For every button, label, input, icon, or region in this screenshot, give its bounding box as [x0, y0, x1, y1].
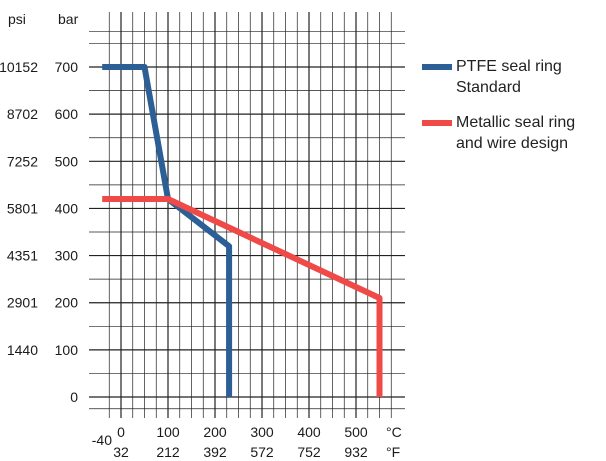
- x-tick-label-celsius: 500: [344, 424, 368, 440]
- x-tick-label-fahrenheit: 572: [250, 444, 274, 460]
- y-tick-label-bar: 700: [55, 59, 79, 75]
- y-tick-label-psi: 7252: [7, 153, 38, 169]
- y-tick-label-bar: 500: [55, 153, 79, 169]
- x-fahrenheit-unit-label: °F: [386, 444, 400, 460]
- legend-item-ptfe: PTFE seal ring Standard: [422, 56, 606, 98]
- series-lines: [102, 64, 383, 397]
- legend-label-metallic: Metallic seal ring and wire design: [456, 114, 576, 152]
- x-tick-label-fahrenheit: 932: [344, 444, 368, 460]
- x-tick-label-fahrenheit: 32: [113, 444, 129, 460]
- x-tick-label-fahrenheit: 752: [297, 444, 321, 460]
- y-tick-label-bar: 400: [55, 200, 79, 216]
- x-tick-label-celsius: 200: [203, 424, 227, 440]
- series-line-metallic: [102, 196, 383, 397]
- axis-labels: psi bar °C °F 0 100 1440 200 2901 300 4351 400 5…: [0, 11, 402, 460]
- x-tick-label-celsius: 400: [297, 424, 321, 440]
- y-tick-label-psi: 10152: [0, 59, 38, 75]
- y-tick-label-psi: 8702: [7, 106, 38, 122]
- legend-item-metallic: Metallic seal ring and wire design: [422, 112, 606, 154]
- x-tick-label-celsius: 300: [250, 424, 274, 440]
- legend-swatch-ptfe: [422, 64, 452, 70]
- y-left-unit-label: psi: [8, 11, 26, 27]
- y-tick-label-bar: 300: [55, 248, 79, 264]
- x-tick-label-celsius: 0: [117, 424, 125, 440]
- legend: PTFE seal ring Standard Metallic seal ri…: [422, 56, 606, 168]
- x-tick-label-fahrenheit: 392: [203, 444, 227, 460]
- y-tick-label-psi: 1440: [7, 342, 38, 358]
- legend-swatch-metallic: [422, 120, 452, 126]
- x-tick-label-celsius: 100: [156, 424, 180, 440]
- x-tick-label-fahrenheit: 212: [156, 444, 180, 460]
- y-tick-label-bar: 0: [70, 389, 78, 405]
- y-tick-label-psi: 5801: [7, 200, 38, 216]
- y-tick-label-bar: 600: [55, 106, 79, 122]
- x-tick-label-celsius: -40: [92, 432, 112, 448]
- y-right-unit-label: bar: [58, 11, 79, 27]
- y-tick-label-psi: 4351: [7, 248, 38, 264]
- y-tick-label-bar: 100: [55, 342, 79, 358]
- grid: [89, 12, 405, 418]
- x-celsius-unit-label: °C: [386, 424, 402, 440]
- y-tick-label-bar: 200: [55, 295, 79, 311]
- legend-label-ptfe: PTFE seal ring Standard: [456, 58, 562, 96]
- y-tick-label-psi: 2901: [7, 295, 38, 311]
